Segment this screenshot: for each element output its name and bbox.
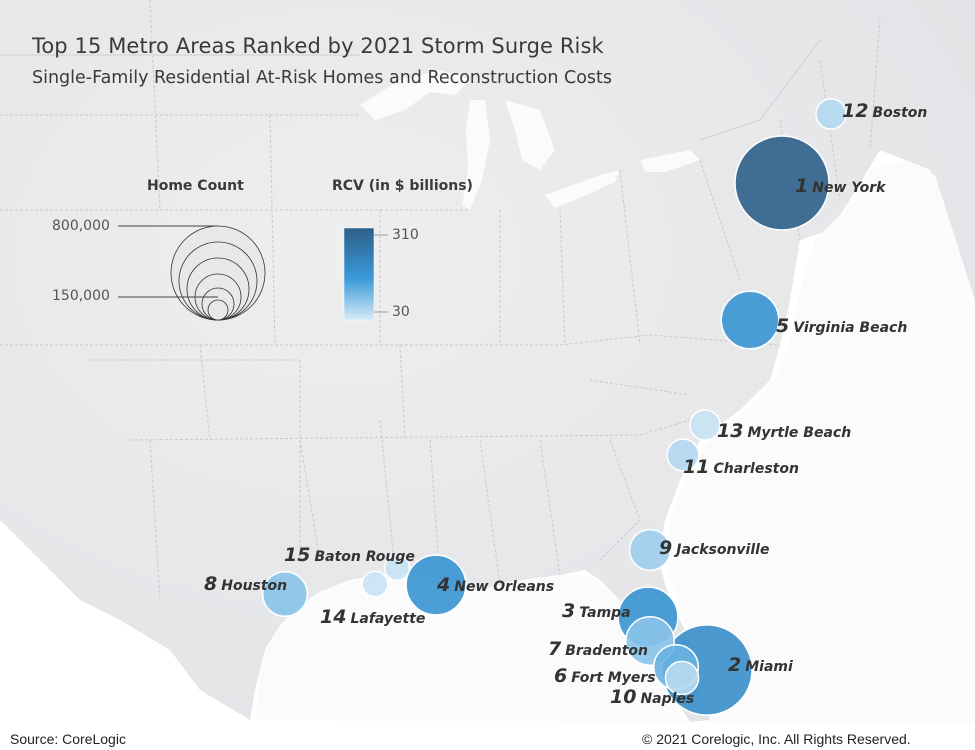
metro-label-myrtle-beach: 13 Myrtle Beach xyxy=(717,420,851,442)
metro-rank: 14 xyxy=(320,606,346,628)
metro-bubble-naples[interactable] xyxy=(664,660,700,696)
metro-label-new-orleans: 4 New Orleans xyxy=(436,574,554,596)
metro-label-miami: 2 Miami xyxy=(728,654,793,676)
metro-name: Baton Rouge xyxy=(314,549,414,565)
metro-rank: 13 xyxy=(717,420,743,442)
size-legend xyxy=(170,225,266,321)
metro-name: Boston xyxy=(872,105,927,121)
metro-bubble-new-orleans[interactable] xyxy=(405,554,467,616)
canada-border xyxy=(0,39,821,141)
metro-label-charleston: 11 Charleston xyxy=(683,456,799,478)
metro-name: Bradenton xyxy=(565,643,648,659)
metro-bubble-new-york[interactable] xyxy=(734,135,830,231)
metro-name: Naples xyxy=(640,691,694,707)
lake-huron xyxy=(505,100,555,170)
metro-rank: 11 xyxy=(683,456,709,478)
source-note: Source: CoreLogic xyxy=(10,731,126,747)
color-legend-min-label: 30 xyxy=(392,304,410,320)
metro-bubble-houston[interactable] xyxy=(261,570,309,618)
metro-label-houston: 8 Houston xyxy=(204,573,287,595)
metro-label-fort-myers: 6 Fort Myers xyxy=(554,665,656,687)
metro-rank: 15 xyxy=(284,544,310,566)
metro-rank: 8 xyxy=(204,573,217,595)
metro-name: Lafayette xyxy=(350,611,425,627)
metro-label-naples: 10 Naples xyxy=(610,686,694,708)
size-legend-title: Home Count xyxy=(147,178,244,194)
metro-name: Charleston xyxy=(713,461,799,477)
atlantic xyxy=(668,160,975,722)
land xyxy=(0,0,975,722)
metro-label-tampa: 3 Tampa xyxy=(562,600,631,622)
metro-name: New York xyxy=(812,180,887,196)
copyright-note: © 2021 Corelogic, Inc. All Rights Reserv… xyxy=(642,731,911,747)
metro-label-jacksonville: 9 Jacksonville xyxy=(659,537,769,559)
metro-bubble-baton-rouge[interactable] xyxy=(383,554,411,582)
metro-label-new-york: 1 New York xyxy=(795,175,887,197)
size-circle-150k xyxy=(207,299,229,321)
metro-rank: 4 xyxy=(436,574,450,596)
metro-rank: 5 xyxy=(776,315,789,337)
metro-rank: 7 xyxy=(548,638,562,660)
size-legend-min-label: 150,000 xyxy=(52,288,110,304)
map-subtitle: Single-Family Residential At-Risk Homes … xyxy=(32,68,613,88)
metro-label-bradenton: 7 Bradenton xyxy=(548,638,648,660)
metro-bubble-charleston[interactable] xyxy=(666,438,700,472)
metro-name: Jacksonville xyxy=(673,542,769,558)
metro-bubble-virginia-beach[interactable] xyxy=(720,290,780,350)
metro-label-virginia-beach: 5 Virginia Beach xyxy=(776,315,907,337)
metro-name: New Orleans xyxy=(454,579,554,595)
metro-name: Houston xyxy=(221,578,287,594)
lake-superior xyxy=(360,70,470,120)
metro-name: Fort Myers xyxy=(571,670,655,686)
metro-bubble-jacksonville[interactable] xyxy=(628,528,672,572)
metro-rank: 9 xyxy=(659,537,672,559)
metro-rank: 3 xyxy=(562,600,575,622)
metro-rank: 6 xyxy=(554,665,567,687)
metro-label-boston: 12 Boston xyxy=(842,100,927,122)
metro-labels: 1 New York 2 Miami 3 Tampa 4 New Orleans 5 Virgin… xyxy=(204,100,927,708)
metro-rank: 10 xyxy=(610,686,636,708)
metro-label-baton-rouge: 15 Baton Rouge xyxy=(284,544,415,566)
metro-bubble-myrtle-beach[interactable] xyxy=(689,409,721,441)
lake-erie xyxy=(545,170,620,208)
map-title: Top 15 Metro Areas Ranked by 2021 Storm … xyxy=(32,34,604,58)
state-borders xyxy=(0,0,881,601)
metro-name: Myrtle Beach xyxy=(747,425,851,441)
rcv-color-ramp xyxy=(343,227,375,321)
metro-bubble-lafayette[interactable] xyxy=(361,570,389,598)
metro-rank: 2 xyxy=(728,654,741,676)
color-legend-title: RCV (in $ billions) xyxy=(332,178,473,194)
metro-label-lafayette: 14 Lafayette xyxy=(320,606,425,628)
gulf xyxy=(255,575,690,722)
metro-rank: 1 xyxy=(795,175,808,197)
lake-michigan xyxy=(462,100,490,210)
metro-name: Virginia Beach xyxy=(793,320,907,336)
metro-bubbles xyxy=(261,98,847,716)
metro-bubble-boston[interactable] xyxy=(815,98,847,130)
metro-name: Tampa xyxy=(579,605,630,621)
metro-rank: 12 xyxy=(842,100,868,122)
metro-name: Miami xyxy=(745,659,793,675)
size-legend-max-label: 800,000 xyxy=(52,218,110,234)
lake-ontario xyxy=(640,150,700,172)
color-legend-max-label: 310 xyxy=(392,227,419,243)
